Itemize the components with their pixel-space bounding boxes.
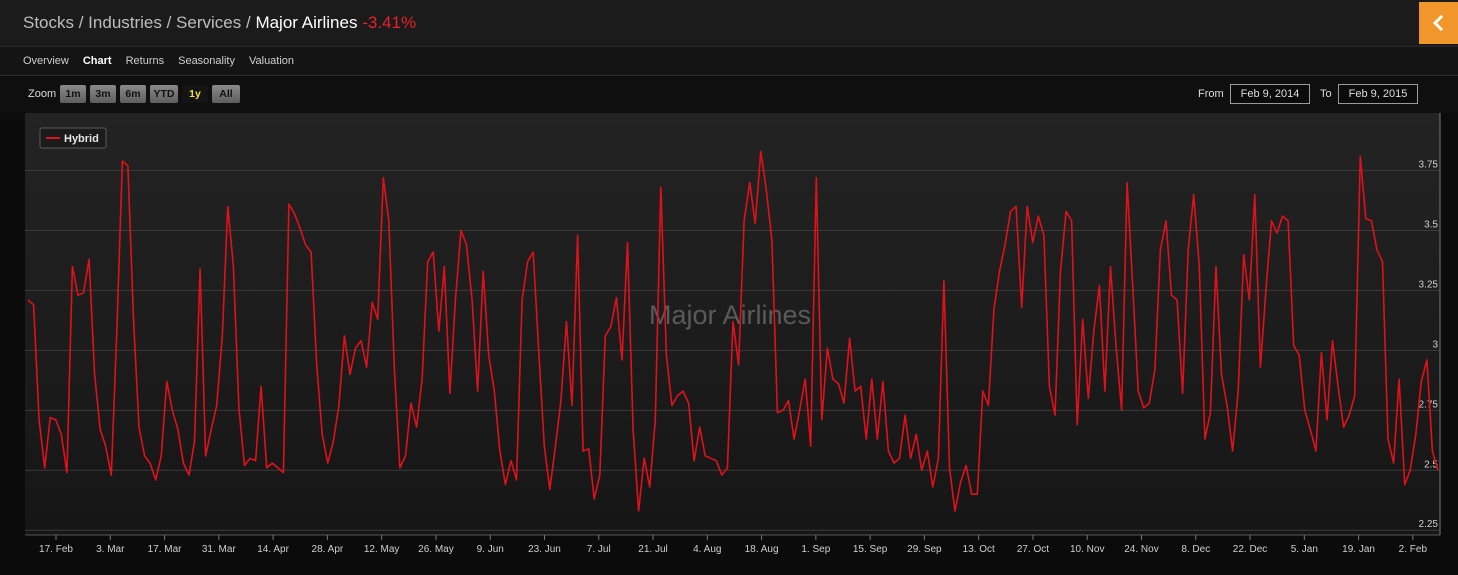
chevron-icon [1432, 14, 1444, 32]
tab[interactable]: Chart [82, 55, 112, 67]
page-title: Major Airlines [255, 13, 358, 32]
x-tick-label: 4. Aug [693, 544, 721, 555]
legend: Hybrid [39, 127, 107, 149]
x-tick-label: 19. Jan [1342, 544, 1375, 555]
toolbar: Zoom From Feb 9, 2014 To Feb 9, 2015 1m 3… [0, 77, 1458, 113]
y-tick-label: 3 [1432, 339, 1438, 350]
zoom-button[interactable]: All [212, 85, 240, 103]
tab[interactable]: Overview [23, 55, 69, 67]
x-tick-label: 3. Mar [96, 544, 125, 555]
x-tick-label: 29. Sep [907, 544, 942, 555]
y-tick-label: 2.75 [1419, 399, 1439, 410]
breadcrumb-path[interactable]: Stocks / Industries / Services / [23, 13, 251, 32]
line-series [27, 150, 1439, 512]
x-tick-label: 31. Mar [202, 544, 237, 555]
to-input[interactable]: Feb 9, 2015 [1338, 84, 1418, 104]
from-label: From [1198, 88, 1224, 100]
x-tick-label: 28. Apr [312, 544, 344, 555]
breadcrumb: Stocks / Industries / Services / Major A… [23, 13, 416, 33]
legend-label: Hybrid [64, 133, 99, 145]
x-tick-label: 22. Dec [1233, 544, 1267, 555]
x-tick-label: 13. Oct [963, 544, 995, 555]
price-change: -3.41% [362, 13, 417, 32]
tab[interactable]: Seasonality [178, 55, 235, 67]
watermark: Major Airlines [649, 300, 811, 330]
zoom-button[interactable]: 6m [120, 85, 146, 103]
x-tick-label: 18. Aug [745, 544, 779, 555]
y-tick-label: 2.5 [1424, 459, 1438, 470]
x-tick-label: 2. Feb [1399, 544, 1428, 555]
plot-background [25, 113, 1440, 535]
zoom-button[interactable]: 1y [182, 85, 208, 103]
tab[interactable]: Returns [125, 55, 165, 67]
to-label: To [1320, 88, 1332, 100]
x-tick-label: 7. Jul [587, 544, 611, 555]
x-tick-label: 17. Feb [39, 544, 73, 555]
y-tick-label: 3.25 [1419, 279, 1439, 290]
x-tick-label: 15. Sep [853, 544, 888, 555]
y-tick-label: 3.5 [1424, 219, 1438, 230]
x-tick-label: 9. Jun [477, 544, 504, 555]
tab[interactable]: Valuation [248, 55, 295, 67]
x-tick-label: 12. May [364, 544, 400, 555]
tab-bar: Overview Chart Returns Seasonality Valuation [0, 47, 1458, 76]
x-tick-label: 27. Oct [1017, 544, 1049, 555]
x-tick-label: 21. Jul [638, 544, 667, 555]
header: Stocks / Industries / Services / Major A… [0, 0, 1458, 47]
x-tick-label: 10. Nov [1070, 544, 1104, 555]
zoom-button[interactable]: 3m [90, 85, 116, 103]
x-tick-label: 14. Apr [257, 544, 289, 555]
y-tick-label: 3.75 [1419, 160, 1439, 171]
x-tick-label: 17. Mar [148, 544, 183, 555]
from-input[interactable]: Feb 9, 2014 [1230, 84, 1310, 104]
zoom-button[interactable]: 1m [60, 85, 86, 103]
x-tick-label: 26. May [418, 544, 454, 555]
zoom-label: Zoom [28, 88, 57, 100]
x-tick-label: 23. Jun [528, 544, 561, 555]
zoom-button[interactable]: YTD [150, 85, 178, 103]
x-tick-label: 8. Dec [1181, 544, 1210, 555]
y-tick-label: 2.25 [1419, 519, 1439, 530]
x-tick-label: 24. Nov [1124, 544, 1158, 555]
legend-box [39, 127, 107, 149]
x-tick-label: 1. Sep [801, 544, 830, 555]
x-tick-label: 5. Jan [1291, 544, 1318, 555]
collapse-button[interactable] [1419, 2, 1458, 44]
